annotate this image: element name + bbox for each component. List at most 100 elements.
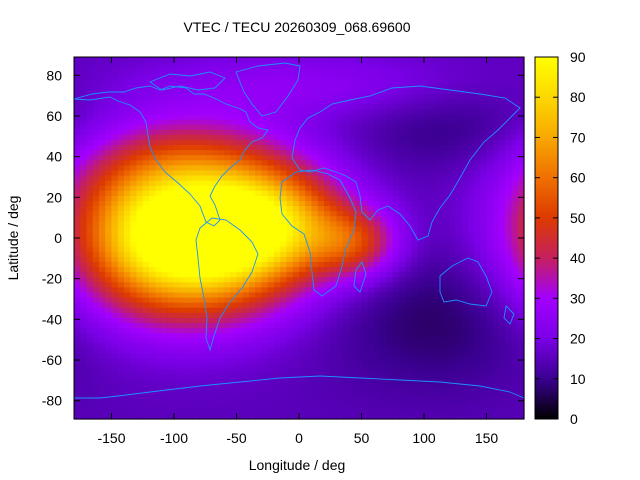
heatmap-cell bbox=[286, 393, 294, 400]
heatmap-cell bbox=[292, 352, 300, 359]
heatmap-cell bbox=[186, 383, 194, 390]
heatmap-cell bbox=[80, 271, 88, 278]
heatmap-cell bbox=[105, 215, 113, 222]
heatmap-cell bbox=[274, 210, 281, 217]
heatmap-cell bbox=[99, 78, 106, 85]
heatmap-cell bbox=[405, 164, 413, 171]
heatmap-cell bbox=[142, 312, 150, 318]
heatmap-cell bbox=[161, 149, 169, 156]
heatmap-cell bbox=[324, 113, 331, 120]
heatmap-cell bbox=[461, 63, 469, 69]
heatmap-cell bbox=[111, 215, 119, 222]
heatmap-cell bbox=[124, 164, 131, 171]
heatmap-cell bbox=[467, 129, 475, 135]
heatmap-cell bbox=[467, 215, 475, 222]
heatmap-cell bbox=[117, 103, 125, 110]
heatmap-cell bbox=[486, 83, 494, 90]
heatmap-cell bbox=[474, 129, 481, 135]
heatmap-cell bbox=[111, 139, 119, 146]
heatmap-cell bbox=[117, 159, 125, 166]
heatmap-cell bbox=[411, 373, 419, 379]
heatmap-cell bbox=[380, 210, 388, 217]
heatmap-cell bbox=[380, 342, 388, 349]
heatmap-cell bbox=[74, 296, 81, 303]
heatmap-cell bbox=[311, 119, 319, 125]
heatmap-cell bbox=[317, 195, 325, 201]
heatmap-cell bbox=[292, 296, 300, 303]
heatmap-cell bbox=[74, 342, 81, 349]
heatmap-cell bbox=[336, 215, 344, 222]
heatmap-cell bbox=[436, 230, 444, 237]
heatmap-cell bbox=[355, 317, 363, 323]
heatmap-cell bbox=[174, 368, 181, 374]
heatmap-cell bbox=[205, 413, 213, 420]
heatmap-cell bbox=[467, 266, 475, 273]
heatmap-cell bbox=[436, 210, 444, 217]
heatmap-cell bbox=[324, 317, 331, 323]
heatmap-cell bbox=[355, 342, 363, 349]
heatmap-cell bbox=[274, 215, 281, 222]
heatmap-cell bbox=[117, 317, 125, 323]
heatmap-cell bbox=[442, 317, 450, 323]
heatmap-cell bbox=[392, 154, 400, 161]
heatmap-cell bbox=[167, 307, 175, 313]
heatmap-cell bbox=[361, 78, 369, 85]
heatmap-cell bbox=[399, 322, 406, 329]
heatmap-cell bbox=[80, 113, 88, 120]
heatmap-cell bbox=[142, 302, 150, 308]
heatmap-cell bbox=[199, 261, 206, 268]
heatmap-cell bbox=[374, 373, 381, 379]
heatmap-cell bbox=[311, 342, 319, 349]
heatmap-cell bbox=[299, 291, 306, 298]
heatmap-cell bbox=[374, 180, 381, 186]
heatmap-cell bbox=[361, 58, 369, 64]
heatmap-cell bbox=[499, 261, 506, 268]
heatmap-cell bbox=[367, 139, 375, 146]
heatmap-cell bbox=[424, 363, 431, 369]
heatmap-cell bbox=[111, 413, 119, 420]
heatmap-cell bbox=[230, 108, 238, 115]
heatmap-cell bbox=[80, 408, 88, 415]
heatmap-cell bbox=[242, 235, 250, 242]
heatmap-cell bbox=[467, 241, 475, 247]
heatmap-cell bbox=[292, 73, 300, 79]
heatmap-cell bbox=[174, 302, 181, 308]
heatmap-cell bbox=[324, 347, 331, 354]
heatmap-cell bbox=[117, 185, 125, 191]
heatmap-cell bbox=[467, 312, 475, 318]
heatmap-cell bbox=[261, 144, 269, 151]
heatmap-cell bbox=[417, 195, 425, 201]
heatmap-cell bbox=[192, 200, 200, 207]
heatmap-cell bbox=[455, 403, 463, 410]
heatmap-cell bbox=[99, 347, 106, 354]
heatmap-cell bbox=[167, 159, 175, 166]
heatmap-cell bbox=[242, 317, 250, 323]
heatmap-cell bbox=[142, 408, 150, 415]
heatmap-cell bbox=[367, 210, 375, 217]
heatmap-cell bbox=[355, 413, 363, 420]
heatmap-cell bbox=[292, 230, 300, 237]
heatmap-cell bbox=[386, 57, 394, 59]
heatmap-cell bbox=[411, 276, 419, 283]
heatmap-cell bbox=[324, 205, 331, 212]
heatmap-cell bbox=[124, 124, 131, 130]
heatmap-cell bbox=[74, 276, 81, 283]
heatmap-cell bbox=[80, 103, 88, 110]
heatmap-cell bbox=[92, 58, 100, 64]
heatmap-cell bbox=[355, 337, 363, 344]
heatmap-cell bbox=[99, 286, 106, 293]
heatmap-cell bbox=[292, 373, 300, 379]
heatmap-cell bbox=[174, 210, 181, 217]
heatmap-cell bbox=[86, 108, 94, 115]
heatmap-cell bbox=[255, 363, 263, 369]
heatmap-cell bbox=[124, 98, 131, 105]
heatmap-cell bbox=[386, 185, 394, 191]
heatmap-cell bbox=[217, 129, 225, 135]
heatmap-cell bbox=[80, 332, 88, 339]
heatmap-cell bbox=[286, 230, 294, 237]
heatmap-cell bbox=[124, 103, 131, 110]
heatmap-cell bbox=[167, 119, 175, 125]
heatmap-cell bbox=[274, 139, 281, 146]
heatmap-cell bbox=[461, 388, 469, 395]
heatmap-cell bbox=[374, 119, 381, 125]
